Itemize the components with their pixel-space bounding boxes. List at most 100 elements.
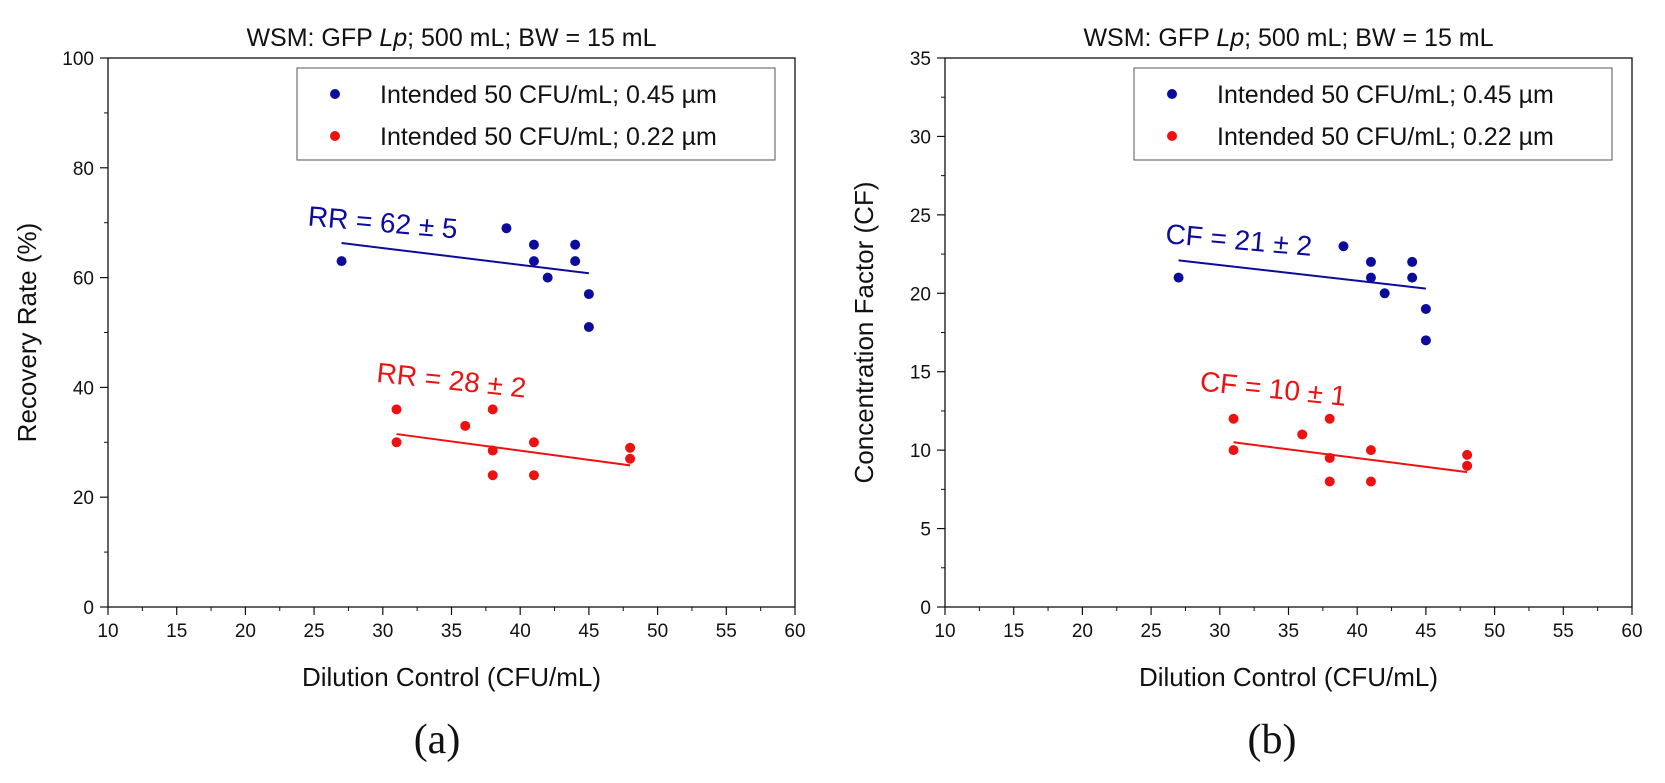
legend-box	[296, 67, 776, 161]
x-tick-label: 35	[441, 621, 462, 642]
x-tick-label: 50	[1484, 621, 1505, 642]
x-tick-label: 10	[97, 621, 118, 642]
data-point-series-2	[391, 404, 402, 415]
x-tick-label: 15	[166, 621, 187, 642]
data-point-series-1	[1407, 272, 1418, 283]
data-point-series-1	[1173, 272, 1184, 283]
x-tick-label: 45	[578, 621, 599, 642]
data-point-series-1	[1407, 256, 1418, 267]
data-point-series-2	[1324, 476, 1335, 487]
fit-annotation-series-2: RR = 28 ± 2	[375, 357, 527, 404]
y-tick-label: 40	[73, 378, 94, 399]
data-point-series-1	[528, 239, 539, 250]
legend-marker-series-2	[1167, 131, 1177, 141]
data-point-series-2	[1228, 445, 1239, 456]
data-point-series-1	[1420, 335, 1431, 346]
data-point-series-2	[528, 470, 539, 481]
y-tick-label: 0	[83, 598, 94, 619]
x-tick-label: 20	[1072, 621, 1093, 642]
chart-title: WSM: GFP Lp; 500 mL; BW = 15 mL	[1083, 24, 1493, 52]
chart-title-italic: Lp	[379, 24, 407, 52]
data-point-series-2	[1462, 449, 1473, 460]
y-tick-label: 20	[910, 284, 931, 305]
x-tick-label: 20	[235, 621, 256, 642]
x-tick-label: 55	[716, 621, 737, 642]
legend-label-series-1: Intended 50 CFU/mL; 0.45 µm	[1217, 81, 1554, 109]
x-tick-label: 25	[1141, 621, 1162, 642]
panel-label: (b)	[1248, 717, 1297, 763]
data-point-series-1	[583, 289, 594, 300]
data-point-series-1	[1365, 272, 1376, 283]
data-point-series-2	[1228, 413, 1239, 424]
x-tick-label: 30	[372, 621, 393, 642]
chart-title-italic: Lp	[1216, 24, 1244, 52]
data-point-series-2	[487, 470, 498, 481]
data-point-series-1	[1338, 241, 1349, 252]
chart-title-prefix: WSM: GFP	[246, 24, 379, 52]
chart-title-prefix: WSM: GFP	[1083, 24, 1216, 52]
y-axis-label: Recovery Rate (%)	[12, 223, 42, 443]
x-tick-label: 50	[647, 621, 668, 642]
y-tick-label: 100	[62, 49, 94, 70]
data-point-series-1	[1379, 288, 1390, 299]
chart-title-suffix: ; 500 mL; BW = 15 mL	[407, 24, 657, 52]
x-tick-label: 35	[1278, 621, 1299, 642]
trend-line-series-1	[341, 242, 590, 275]
y-tick-label: 10	[910, 441, 931, 462]
x-tick-label: 25	[304, 621, 325, 642]
legend-marker-series-1	[1167, 89, 1177, 99]
legend-label-series-1: Intended 50 CFU/mL; 0.45 µm	[380, 81, 717, 109]
x-axis-label: Dilution Control (CFU/mL)	[1139, 662, 1438, 692]
legend-box	[1133, 67, 1613, 161]
panel-label: (a)	[414, 717, 461, 763]
chart-panel-1: 10 15 20 25 30 35 40 45 50 55 60 0 20 40 60 80 100 WSM: G…	[12, 24, 806, 763]
data-point-series-2	[1365, 445, 1376, 456]
x-tick-label: 60	[784, 621, 805, 642]
x-tick-label: 40	[510, 621, 531, 642]
data-point-series-1	[570, 239, 581, 250]
data-point-series-2	[625, 453, 636, 464]
data-point-series-1	[570, 256, 581, 267]
trend-line-series-1	[1178, 259, 1427, 290]
fit-annotation-series-2: CF = 10 ± 1	[1199, 366, 1348, 412]
y-tick-label: 25	[910, 206, 931, 227]
y-tick-label: 5	[920, 520, 931, 541]
legend-marker-series-2	[330, 131, 340, 141]
data-point-series-2	[1324, 413, 1335, 424]
chart-title-suffix: ; 500 mL; BW = 15 mL	[1244, 24, 1494, 52]
fit-annotation-series-1: CF = 21 ± 2	[1164, 218, 1313, 262]
x-tick-label: 55	[1553, 621, 1574, 642]
data-point-series-2	[487, 445, 498, 456]
chart-panel-2: 10 15 20 25 30 35 40 45 50 55 60 0 5 10 15 20 25 30 35 WSM:…	[849, 24, 1643, 763]
data-point-series-2	[1297, 429, 1308, 440]
x-tick-label: 10	[934, 621, 955, 642]
x-tick-label: 30	[1209, 621, 1230, 642]
trend-line-series-2	[396, 433, 631, 467]
fit-annotation-series-1: RR = 62 ± 5	[307, 201, 459, 245]
chart-title: WSM: GFP Lp; 500 mL; BW = 15 mL	[246, 24, 656, 52]
x-axis-label: Dilution Control (CFU/mL)	[302, 662, 601, 692]
data-point-series-2	[625, 442, 636, 453]
data-point-series-1	[501, 223, 512, 234]
x-tick-label: 15	[1003, 621, 1024, 642]
y-tick-label: 20	[73, 488, 94, 509]
legend-label-series-2: Intended 50 CFU/mL; 0.22 µm	[380, 123, 717, 151]
y-axis-label: Concentration Factor (CF)	[849, 182, 879, 484]
y-tick-label: 0	[920, 598, 931, 619]
data-point-series-2	[528, 437, 539, 448]
trend-line-series-2	[1233, 441, 1468, 474]
legend-label-series-2: Intended 50 CFU/mL; 0.22 µm	[1217, 123, 1554, 151]
y-tick-label: 35	[910, 49, 931, 70]
data-point-series-1	[583, 322, 594, 333]
y-tick-label: 60	[73, 269, 94, 290]
data-point-series-2	[391, 437, 402, 448]
x-tick-label: 60	[1621, 621, 1642, 642]
data-point-series-1	[1365, 256, 1376, 267]
data-point-series-2	[487, 404, 498, 415]
data-point-series-2	[1365, 476, 1376, 487]
data-point-series-1	[1420, 303, 1431, 314]
data-point-series-2	[460, 420, 471, 431]
y-tick-label: 80	[73, 159, 94, 180]
data-point-series-1	[528, 256, 539, 267]
